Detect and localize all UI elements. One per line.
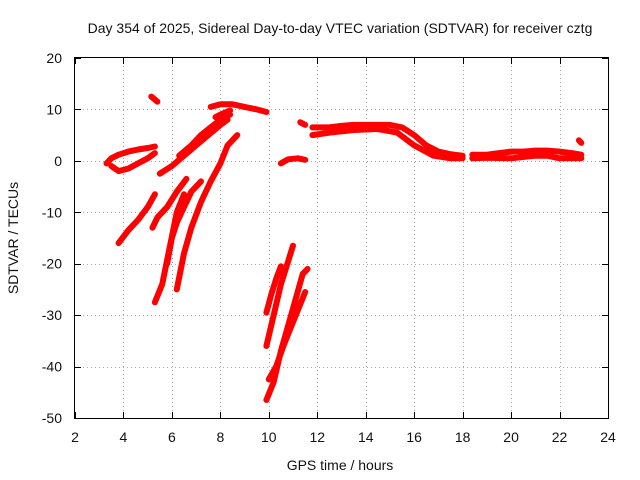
y-axis-label: SDTVAR / TECUs (5, 182, 21, 294)
series-arc-20 (309, 126, 466, 162)
series-arc-11 (207, 101, 270, 115)
series-arc-10 (176, 111, 234, 159)
y-tick-label: -30 (42, 307, 62, 323)
series-arc-8 (173, 132, 241, 293)
y-tick-label: -50 (42, 410, 62, 426)
x-tick-label: 12 (309, 429, 325, 445)
series-arc-4 (148, 93, 161, 105)
series-arc-3 (115, 191, 158, 247)
x-tick-label: 6 (168, 429, 176, 445)
plot-frame (74, 57, 609, 419)
series-arc-15 (263, 265, 311, 403)
chart-title: Day 354 of 2025, Sidereal Day-to-day VTE… (88, 20, 593, 36)
series-arc-2 (108, 150, 158, 175)
x-tick-label: 22 (552, 429, 568, 445)
x-tick-label: 2 (71, 429, 79, 445)
series-arc-1 (103, 143, 158, 167)
series-arc-17 (277, 155, 309, 167)
grid-lines (75, 58, 608, 418)
series-arc-18 (297, 119, 309, 128)
x-tick-label: 4 (120, 429, 128, 445)
series-arc-13 (263, 263, 284, 316)
y-tick-label: -40 (42, 359, 62, 375)
x-tick-label: 10 (261, 429, 277, 445)
axis-ticks (75, 58, 609, 419)
y-tick-label: 20 (46, 50, 62, 66)
series-arc-9 (164, 178, 204, 267)
y-tick-label: 10 (46, 101, 62, 117)
y-tick-label: -20 (42, 256, 62, 272)
x-tick-label: 20 (503, 429, 519, 445)
series-arc-16 (265, 289, 309, 383)
x-tick-label: 24 (600, 429, 616, 445)
x-tick-labels: 2 4 6 8 10 12 14 16 18 20 22 24 (71, 429, 616, 445)
series-arc-12 (212, 107, 234, 121)
y-tick-label: -10 (42, 204, 62, 220)
series-arc-23 (575, 137, 585, 146)
y-tick-label: 0 (54, 153, 62, 169)
series-arc-6 (149, 175, 190, 231)
y-tick-labels: -50 -40 -30 -20 -10 0 10 20 (42, 50, 62, 426)
x-axis-label: GPS time / hours (287, 457, 394, 473)
series-arc-22 (469, 152, 585, 162)
series-arc-19 (309, 121, 466, 159)
data-traces (103, 93, 585, 403)
series-arc-14 (263, 242, 296, 349)
x-tick-label: 14 (358, 429, 374, 445)
x-tick-label: 18 (455, 429, 471, 445)
x-tick-label: 8 (216, 429, 224, 445)
series-arc-7 (156, 116, 231, 177)
x-tick-label: 16 (406, 429, 422, 445)
series-arc-21 (469, 147, 585, 158)
